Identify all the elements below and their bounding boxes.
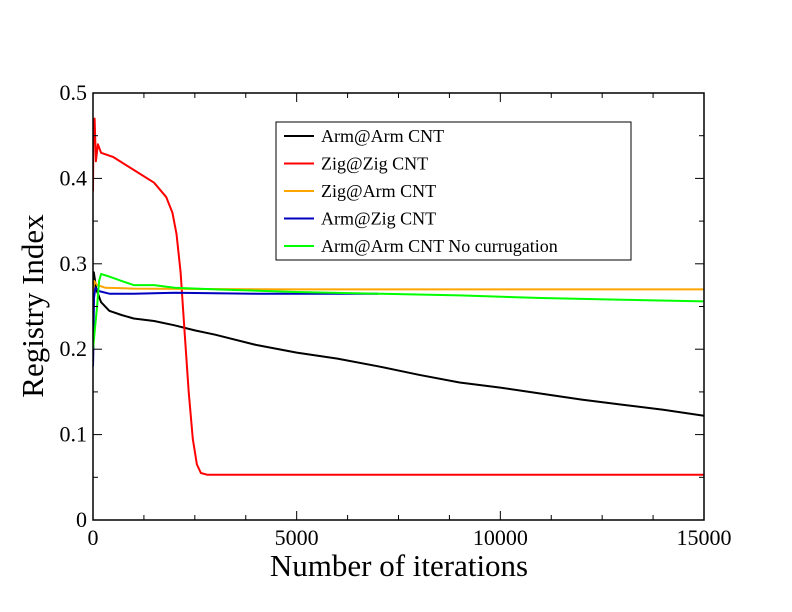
legend-label-3: Zig@Arm CNT [321,181,436,201]
axes: 0 5000 10000 15000 0 0.1 0.2 0.3 0.4 0.5 [60,80,732,550]
x-tick-label: 5000 [275,525,319,550]
plot-area [93,117,704,476]
y-axis-title: Registry Index [15,214,50,398]
y-tick-label: 0.1 [60,422,88,447]
y-tick-label: 0.3 [60,251,88,276]
x-tick-label: 15000 [677,525,732,550]
y-tick-label: 0.2 [60,336,88,361]
x-axis-title: Number of iterations [270,548,528,583]
x-tick-label: 0 [88,525,99,550]
y-tick-label: 0.5 [60,80,88,105]
series-line-3 [93,279,704,294]
legend-label-4: Arm@Zig CNT [321,209,436,229]
legend-box [275,121,632,261]
legend: Arm@Arm CNT Zig@Zig CNT Zig@Arm CNT Arm@Zig… [275,121,632,261]
series-line-2 [93,117,704,476]
series-line-5 [93,273,704,350]
legend-label-2: Zig@Zig CNT [321,154,428,174]
legend-label-1: Arm@Arm CNT [321,126,444,146]
y-tick-label: 0 [76,507,87,532]
x-tick-label: 10000 [473,525,528,550]
series-line-1 [93,271,704,417]
series-line-4 [93,286,379,367]
legend-label-5: Arm@Arm CNT No currugation [321,236,558,256]
y-tick-label: 0.4 [60,165,88,190]
